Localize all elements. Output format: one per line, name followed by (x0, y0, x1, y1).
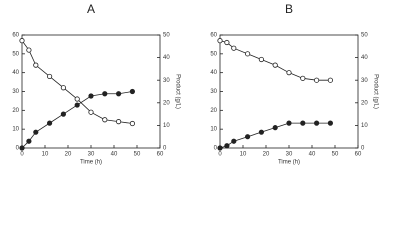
data-point (33, 62, 39, 68)
y2-tick-label: 40 (163, 55, 170, 61)
data-point (231, 138, 237, 144)
data-point (46, 120, 53, 126)
data-point (19, 38, 25, 44)
series-line (21, 40, 133, 124)
data-point (116, 119, 122, 125)
x-tick-label: 10 (42, 152, 49, 158)
y-tick-label: 30 (12, 89, 19, 95)
y-tick-label: 0 (214, 146, 218, 152)
data-point (300, 75, 306, 81)
data-point (231, 45, 237, 51)
data-point (300, 120, 306, 126)
data-point (26, 138, 32, 144)
y-tick-label: 10 (210, 127, 217, 133)
panel-title: A (87, 2, 95, 16)
data-point (102, 117, 108, 123)
y2-tick-label: 0 (163, 146, 167, 152)
y-tick-label: 40 (210, 70, 217, 76)
series-line (21, 91, 133, 149)
y2-axis-label: Product (g/L) (174, 74, 180, 109)
data-point (129, 120, 135, 127)
x-axis-label: Time (h) (80, 160, 102, 166)
data-point (286, 120, 292, 126)
x-tick-label: 40 (309, 152, 316, 158)
x-tick-label: 10 (240, 152, 247, 158)
x-tick-label: 30 (88, 152, 95, 158)
data-point (88, 93, 94, 99)
x-axis-label: Time (h) (278, 160, 300, 166)
x-tick-label: 30 (286, 152, 293, 158)
x-tick-label: 40 (111, 152, 118, 158)
y-tick-label: 0 (16, 146, 20, 152)
y2-tick-label: 50 (361, 33, 368, 39)
data-point (313, 77, 320, 83)
data-point (129, 88, 135, 95)
data-point (60, 111, 67, 117)
data-point (88, 109, 94, 115)
y2-tick-label: 50 (163, 33, 170, 39)
data-point (245, 134, 251, 140)
y-tick-label: 20 (12, 108, 19, 114)
y2-tick-label: 30 (361, 78, 368, 84)
data-point (26, 47, 32, 53)
data-point (258, 129, 264, 135)
data-point (19, 145, 25, 151)
data-point (217, 38, 223, 44)
series-line (219, 122, 331, 149)
y2-tick-label: 40 (361, 55, 368, 61)
y-tick-label: 20 (210, 108, 217, 114)
data-point (245, 51, 251, 57)
plot-frame (21, 34, 161, 149)
y2-axis-label: Product (g/L) (372, 74, 378, 109)
y2-tick-label: 10 (163, 123, 170, 129)
y2-tick-label: 10 (361, 123, 368, 129)
y2-tick-label: 30 (163, 78, 170, 84)
panel-title: B (285, 2, 293, 16)
data-point (217, 145, 223, 151)
data-point (74, 102, 80, 108)
data-point (258, 56, 264, 63)
y2-tick-label: 20 (163, 100, 170, 106)
y-tick-label: 40 (12, 70, 19, 76)
figure: A0 10 20 30 40 50 60010203040506001020304050Ti… (12, 2, 378, 166)
data-point (313, 120, 320, 126)
data-point (224, 143, 230, 149)
y2-tick-label: 20 (361, 100, 368, 106)
data-point (102, 91, 108, 97)
data-point (46, 73, 53, 80)
x-tick-label: 20 (65, 152, 72, 158)
x-tick-label: 60 (355, 152, 362, 158)
series-line (219, 40, 331, 81)
data-point (327, 77, 333, 83)
x-tick-label: 50 (134, 152, 141, 158)
y-tick-label: 30 (210, 89, 217, 95)
data-point (224, 39, 230, 46)
data-point (286, 70, 292, 76)
x-tick-label: 0 (20, 152, 24, 158)
x-tick-label: 0 (218, 152, 222, 158)
data-point (272, 125, 278, 131)
y-tick-label: 50 (210, 51, 217, 57)
x-tick-label: 20 (263, 152, 270, 158)
data-point (272, 62, 278, 68)
x-tick-label: 60 (157, 152, 164, 158)
y2-tick-label: 0 (361, 146, 365, 152)
data-point (74, 96, 80, 102)
data-point (60, 85, 67, 91)
x-tick-label: 50 (332, 152, 339, 158)
y-tick-label: 60 (210, 33, 217, 39)
y-tick-label: 60 (12, 33, 19, 39)
y-tick-label: 10 (12, 127, 19, 133)
plot-frame (219, 34, 359, 149)
data-point (116, 91, 122, 97)
data-point (327, 120, 333, 126)
y-tick-label: 50 (12, 51, 19, 57)
data-point (33, 129, 39, 135)
